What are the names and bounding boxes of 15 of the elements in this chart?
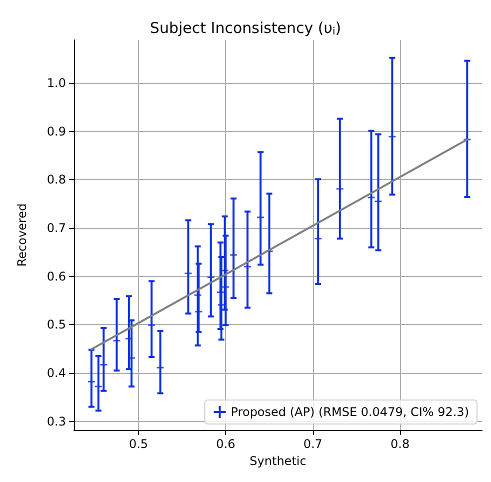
legend-label: Proposed (AP) (RMSE 0.0479, CI% 92.3)	[230, 405, 470, 419]
x-tick-label: 0.6	[216, 437, 236, 451]
x-tick-label: 0.8	[390, 437, 410, 451]
x-axis-title: Synthetic	[250, 454, 306, 468]
y-tick-label: 0.7	[46, 220, 66, 235]
y-tick-label: 0.9	[46, 124, 66, 138]
y-tick-label: 0.5	[46, 318, 66, 332]
y-tick-label: 0.8	[46, 172, 66, 187]
x-tick-label: 0.7	[303, 437, 322, 451]
y-tick-label: 0.4	[46, 366, 66, 380]
y-tick-label: 1.0	[46, 76, 66, 90]
y-axis-title: Recovered	[15, 203, 29, 267]
x-tick-label: 0.5	[128, 437, 148, 451]
y-tick-label: 0.6	[46, 269, 66, 284]
y-tick-label: 0.3	[46, 414, 66, 428]
